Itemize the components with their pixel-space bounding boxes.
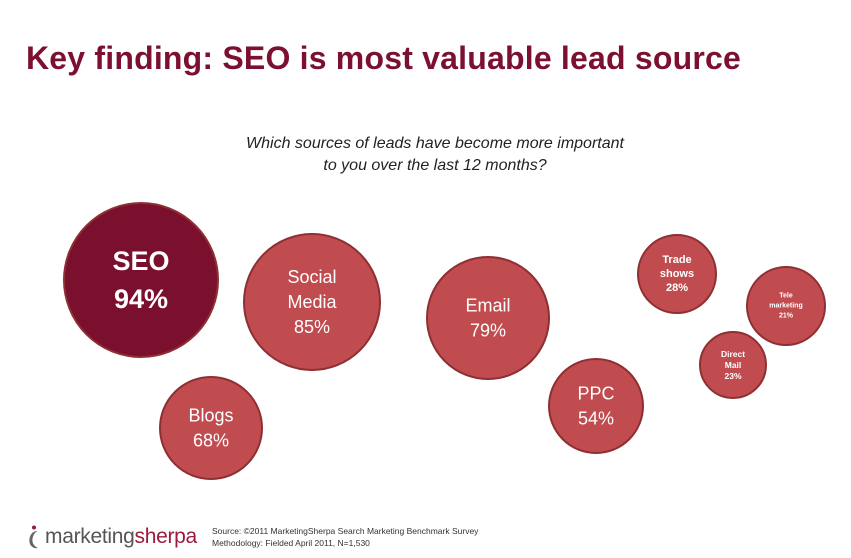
bubble-category-label: Social — [287, 267, 336, 287]
bubble-circle — [63, 202, 219, 358]
methodology-line: Methodology: Fielded April 2011, N=1,530 — [212, 538, 370, 548]
marketingsherpa-logo: marketing sherpa — [28, 522, 197, 552]
logo-text-marketing: marketing — [45, 525, 135, 548]
bubble-blogs: Blogs 68% — [159, 376, 263, 480]
bubble-category-label: SEO — [112, 246, 169, 276]
bubble-category-label: Trade — [662, 254, 691, 266]
bubble-category-label: marketing — [769, 303, 802, 310]
bubble-value-label: 79% — [470, 321, 506, 341]
bubble-category-label: Email — [465, 296, 510, 316]
bubble-category-label: Tele — [779, 293, 793, 300]
bubble-circle — [746, 266, 826, 346]
bubble-circle — [548, 358, 644, 454]
bubble-category-label: Blogs — [188, 406, 233, 426]
bubble-category-label: shows — [660, 268, 694, 280]
bubble-circle — [243, 233, 381, 371]
bubble-circle — [637, 234, 717, 314]
bubble-value-label: 23% — [724, 371, 741, 381]
bubble-category-label: Mail — [725, 360, 742, 370]
bubble-seo: SEO 94% — [63, 202, 219, 358]
source-line: Source: ©2011 MarketingSherpa Search Mar… — [212, 526, 479, 536]
bubble-circle — [159, 376, 263, 480]
bubble-chart: SEO 94% Social Media 85% Email 79% Blogs 68% PPC 5… — [63, 202, 826, 480]
climber-logo-icon — [29, 525, 38, 549]
bubble-value-label: 28% — [666, 282, 688, 294]
bubble-value-label: 21% — [779, 313, 794, 320]
slide-title: Key finding: SEO is most valuable lead s… — [26, 40, 741, 76]
bubble-category-label: Direct — [721, 349, 745, 359]
bubble-email: Email 79% — [426, 256, 550, 380]
bubble-social-media: Social Media 85% — [243, 233, 381, 371]
bubble-category-label: Media — [287, 292, 337, 312]
bubble-circle — [426, 256, 550, 380]
bubble-category-label: PPC — [577, 384, 614, 404]
bubble-circle — [699, 331, 767, 399]
bubble-value-label: 54% — [578, 409, 614, 429]
bubble-ppc: PPC 54% — [548, 358, 644, 454]
bubble-value-label: 94% — [114, 284, 168, 314]
question-line: Which sources of leads have become more … — [246, 135, 624, 152]
logo-text-sherpa: sherpa — [134, 525, 198, 548]
bubble-value-label: 68% — [193, 431, 229, 451]
bubble-tele-marketing: Tele marketing 21% — [746, 266, 826, 346]
bubble-value-label: 85% — [294, 317, 330, 337]
footer-source: Source: ©2011 MarketingSherpa Search Mar… — [212, 525, 478, 549]
chart-question: Which sources of leads have become more … — [200, 133, 670, 177]
question-line: to you over the last 12 months? — [323, 157, 547, 174]
bubble-trade-shows: Trade shows 28% — [637, 234, 717, 314]
